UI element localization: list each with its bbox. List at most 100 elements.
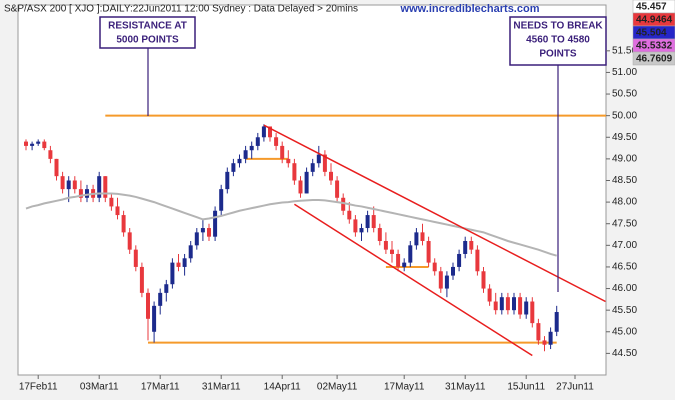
candle-body	[469, 241, 474, 250]
trend-line	[293, 203, 533, 357]
annotation-text: NEEDS TO BREAK	[513, 21, 603, 32]
candle-body	[377, 228, 382, 242]
y-tick-label: 49.50	[612, 132, 637, 143]
readout-label: 44.9464	[636, 15, 673, 26]
candle-body	[322, 154, 327, 172]
annotation-box	[99, 16, 196, 49]
candle-body	[359, 228, 364, 233]
candle-body	[505, 297, 510, 311]
plot-layer	[24, 114, 606, 357]
moving-average-line	[25, 192, 557, 257]
candle-body	[329, 171, 333, 181]
candle-body	[54, 158, 59, 177]
x-tick-label: 17May11	[384, 382, 425, 393]
candle-body	[396, 253, 401, 267]
candle-body	[213, 210, 218, 237]
y-tick-label: 45.00	[612, 326, 637, 337]
annotation-text: RESISTANCE AT	[108, 21, 187, 32]
y-tick-label: 51.00	[612, 67, 637, 78]
candle-body	[371, 215, 376, 229]
annotation-text: 4560 TO 4580	[526, 35, 590, 46]
candle-body	[72, 180, 77, 190]
annotation-text: 5000 POINTS	[116, 35, 179, 46]
candle-body	[524, 301, 529, 315]
candle-body	[499, 297, 504, 311]
y-tick-label: 46.50	[612, 262, 637, 273]
candle-body	[530, 301, 535, 324]
x-tick-label: 14Apr11	[264, 382, 302, 393]
x-tick-label: 27Jun11	[556, 382, 594, 393]
candle-body	[60, 176, 65, 190]
candle-body	[554, 312, 559, 332]
candle-body	[353, 219, 358, 233]
candle-body	[518, 297, 523, 315]
candle-body	[182, 258, 187, 267]
candle-body	[249, 145, 254, 151]
candle-body	[292, 163, 297, 181]
x-tick-label: 31May11	[445, 382, 486, 393]
candle-body	[158, 292, 163, 306]
readout-label: 45.457	[636, 2, 667, 13]
candle-body	[347, 210, 352, 220]
chart-title: S&P/ASX 200 [ XJO ]:DAILY:22Jun2011 12:0…	[4, 4, 358, 15]
candle-body	[66, 180, 71, 190]
candle-body	[30, 143, 35, 146]
candle-body	[225, 171, 230, 190]
readout-label: 45.504	[636, 28, 667, 39]
y-tick-label: 48.50	[612, 175, 637, 186]
y-tick-label: 50.00	[612, 110, 637, 121]
candle-body	[176, 262, 181, 267]
readout-label: 46.7609	[636, 54, 673, 65]
candle-body	[24, 141, 28, 146]
y-tick-label: 44.50	[612, 348, 637, 359]
candle-body	[231, 163, 236, 172]
x-tick-label: 02May11	[317, 382, 358, 393]
candle-body	[481, 271, 486, 289]
x-tick-label: 17Feb11	[19, 382, 58, 393]
y-tick-label: 46.00	[612, 283, 637, 294]
candle-body	[335, 180, 340, 198]
readout-label: 45.5332	[636, 41, 673, 52]
candle-body	[536, 323, 541, 341]
candle-body	[280, 145, 285, 159]
candle-body	[42, 141, 47, 149]
candle-body	[390, 249, 394, 254]
candle-body	[310, 163, 315, 172]
candle-body	[48, 150, 53, 159]
candle-body	[420, 232, 425, 242]
candle-body	[444, 275, 449, 289]
candle-body	[36, 141, 41, 144]
candle-body	[200, 228, 205, 233]
annotation-box	[509, 16, 607, 66]
y-tick-label: 51.50	[612, 45, 637, 56]
candle-body	[237, 158, 242, 164]
candle-body	[219, 189, 224, 211]
watermark: www.incrediblecharts.com	[400, 3, 540, 15]
candle-body	[85, 189, 89, 198]
candle-body	[115, 206, 120, 216]
candle-body	[243, 150, 248, 159]
y-tick-label: 47.00	[612, 240, 637, 251]
candle-body	[146, 292, 150, 319]
y-tick-label: 45.50	[612, 305, 637, 316]
y-tick-label: 49.00	[612, 154, 637, 165]
candle-body	[78, 189, 83, 198]
y-tick-label: 48.00	[612, 197, 637, 208]
candle-body	[194, 232, 199, 246]
candle-body	[487, 288, 492, 302]
candle-body	[548, 331, 553, 345]
candle-body	[414, 232, 419, 246]
candle-body	[298, 180, 303, 194]
candle-body	[97, 176, 102, 198]
candle-body	[188, 245, 193, 259]
candle-body	[512, 297, 516, 311]
candle-body	[207, 228, 211, 237]
candle-body	[408, 245, 413, 263]
candle-body	[341, 197, 346, 211]
candle-body	[365, 215, 370, 229]
x-tick-label: 03Mar11	[80, 382, 119, 393]
candle-body	[493, 301, 498, 311]
candle-body	[139, 266, 144, 293]
candle-body	[121, 215, 126, 233]
candle-body	[402, 262, 407, 267]
